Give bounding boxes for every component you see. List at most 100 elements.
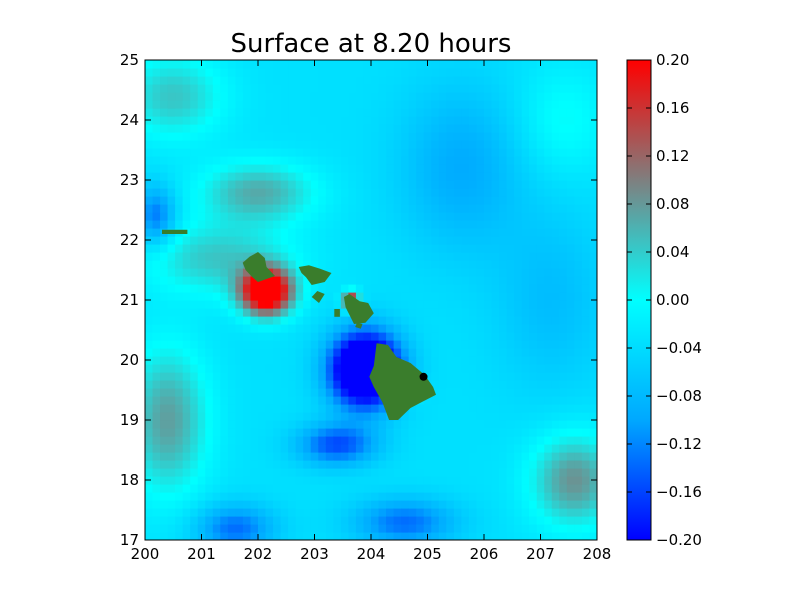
heatmap-cell [145, 348, 154, 357]
heatmap-cell [258, 60, 267, 69]
heatmap-cell [544, 124, 553, 133]
heatmap-cell [468, 172, 478, 181]
heatmap-cell [175, 460, 184, 469]
heatmap-cell [265, 356, 274, 365]
heatmap-cell [453, 268, 462, 277]
heatmap-cell [514, 164, 523, 173]
heatmap-cell [160, 420, 169, 429]
heatmap-cell [340, 108, 349, 117]
heatmap-cell [438, 92, 447, 101]
heatmap-cell [484, 140, 493, 149]
heatmap-cell [574, 300, 583, 309]
heatmap-cell [235, 124, 244, 133]
heatmap-cell [145, 404, 154, 413]
heatmap-cell [348, 244, 357, 253]
heatmap-cell [280, 236, 289, 245]
heatmap-cell [227, 300, 236, 309]
heatmap-cell [363, 268, 372, 277]
heatmap-cell [378, 68, 387, 77]
heatmap-cell [566, 524, 575, 533]
heatmap-cell [205, 316, 214, 325]
heatmap-cell [521, 340, 530, 349]
heatmap-cell [175, 436, 184, 445]
heatmap-cell [536, 132, 545, 141]
heatmap-cell [521, 324, 530, 333]
heatmap-cell [521, 148, 530, 157]
heatmap-cell [514, 388, 523, 397]
heatmap-cell [529, 196, 538, 205]
heatmap-cell [544, 460, 553, 469]
heatmap-cell [566, 412, 575, 421]
heatmap-cell [559, 476, 568, 485]
heatmap-cell [273, 140, 282, 149]
heatmap-cell [476, 124, 485, 133]
heatmap-cell [318, 300, 327, 309]
heatmap-cell [521, 436, 530, 445]
heatmap-cell [589, 148, 597, 157]
heatmap-cell [175, 492, 184, 501]
heatmap-cell [574, 468, 583, 477]
heatmap-cell [325, 516, 334, 525]
heatmap-cell [484, 116, 493, 125]
heatmap-cell [227, 172, 236, 181]
heatmap-cell [468, 436, 478, 445]
heatmap-cell [242, 348, 252, 357]
heatmap-cell [506, 300, 515, 309]
heatmap-cell [160, 124, 169, 133]
heatmap-cell [167, 300, 176, 309]
heatmap-cell [529, 156, 538, 165]
heatmap-cell [416, 228, 425, 237]
heatmap-cell [175, 140, 184, 149]
heatmap-cell [250, 172, 259, 181]
heatmap-cell [529, 388, 538, 397]
heatmap-cell [559, 156, 568, 165]
heatmap-cell [499, 412, 508, 421]
heatmap-cell [461, 60, 470, 69]
heatmap-cell [212, 484, 221, 493]
heatmap-cell [401, 84, 410, 93]
heatmap-cell [167, 348, 176, 357]
heatmap-cell [288, 436, 297, 445]
heatmap-cell [197, 292, 206, 301]
heatmap-cell [536, 356, 545, 365]
heatmap-cell [325, 92, 334, 101]
heatmap-cell [288, 348, 297, 357]
heatmap-cell [167, 324, 176, 333]
heatmap-cell [242, 452, 252, 461]
heatmap-cell [220, 532, 229, 540]
heatmap-cell [167, 204, 176, 213]
heatmap-cell [371, 404, 380, 413]
heatmap-cell [536, 156, 545, 165]
heatmap-cell [340, 532, 349, 540]
heatmap-cell [438, 380, 447, 389]
heatmap-cell [152, 60, 161, 69]
heatmap-cell [544, 340, 553, 349]
heatmap-cell [476, 364, 485, 373]
heatmap-cell [250, 212, 259, 221]
heatmap-cell [265, 340, 274, 349]
heatmap-cell [288, 508, 297, 517]
heatmap-cell [484, 212, 493, 221]
heatmap-cell [581, 340, 591, 349]
heatmap-cell [340, 380, 349, 389]
heatmap-cell [431, 436, 440, 445]
heatmap-cell [348, 380, 357, 389]
heatmap-cell [242, 436, 252, 445]
heatmap-cell [386, 204, 395, 213]
heatmap-cell [499, 92, 508, 101]
heatmap-cell [544, 332, 553, 341]
heatmap-cell [212, 316, 221, 325]
heatmap-cell [160, 484, 169, 493]
heatmap-cell [521, 164, 530, 173]
heatmap-cell [431, 68, 440, 77]
heatmap-cell [468, 220, 478, 229]
heatmap-cell [280, 212, 289, 221]
heatmap-cell [371, 524, 380, 533]
heatmap-cell [250, 156, 259, 165]
heatmap-cell [491, 276, 500, 285]
heatmap-cell [182, 396, 191, 405]
heatmap-cell [303, 380, 312, 389]
heatmap-cell [559, 372, 568, 381]
heatmap-cell [484, 196, 493, 205]
heatmap-cell [288, 268, 297, 277]
